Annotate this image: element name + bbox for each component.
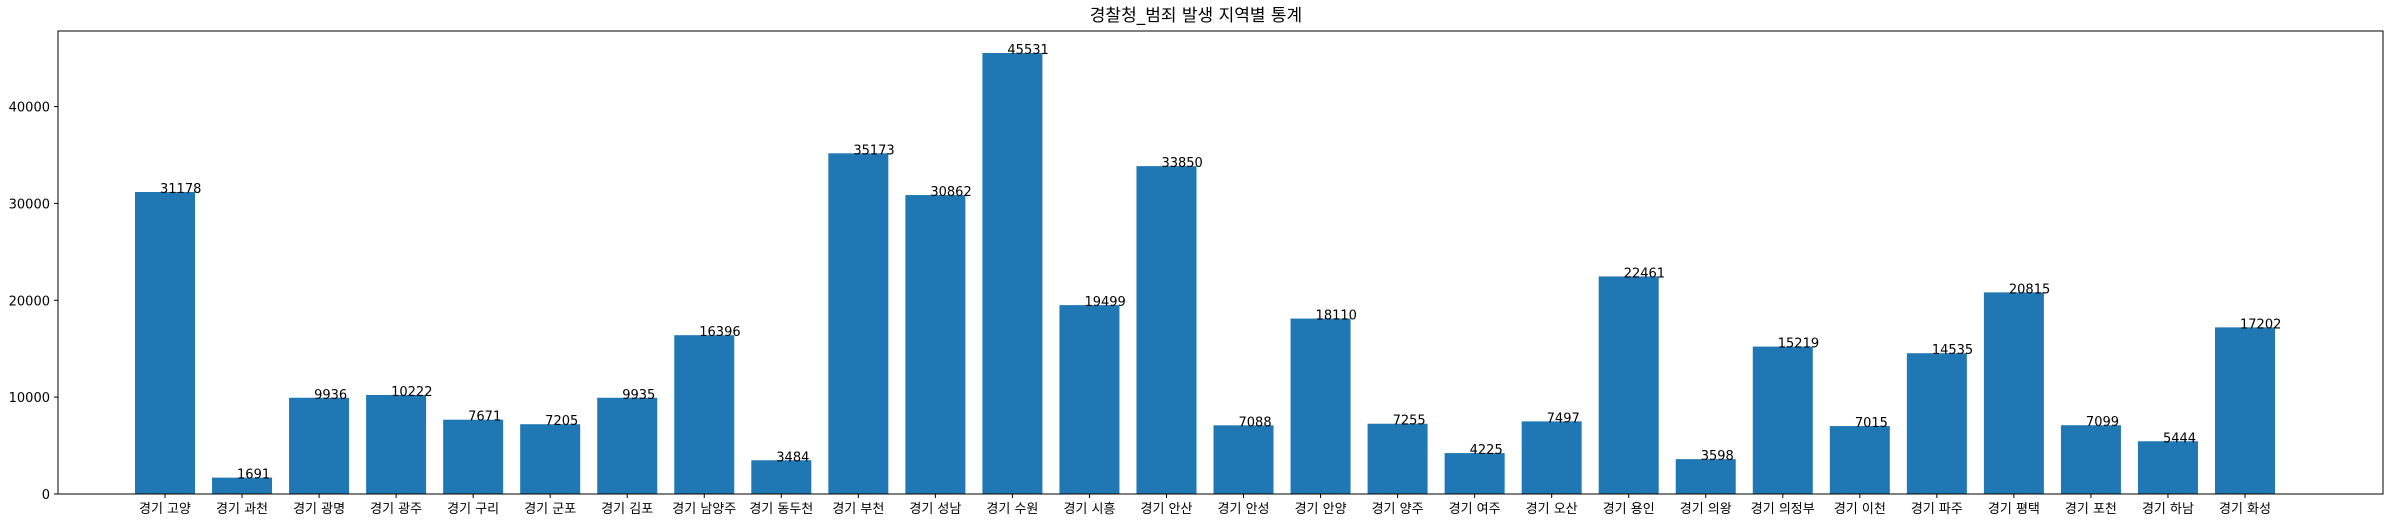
bar	[905, 195, 966, 494]
bar-value-label: 7497	[1547, 411, 1580, 426]
bar	[289, 397, 350, 494]
x-tick-label: 경기 남양주	[672, 502, 736, 517]
bar-value-label: 7015	[1855, 416, 1888, 431]
bar	[2137, 441, 2198, 494]
bar	[2060, 425, 2121, 494]
bar	[1136, 166, 1197, 495]
bar-value-label: 33850	[1161, 156, 1202, 171]
x-tick-label: 경기 파주	[1911, 502, 1963, 517]
x-axis: 경기 고양 경기 과천 경기 광명 경기 광주 경기 구리 경기 군포 경기 김포 경기 남양…	[139, 494, 2271, 517]
x-tick-label: 경기 안성	[1218, 502, 1270, 517]
x-tick-label: 경기 구리	[447, 502, 499, 517]
x-tick-label: 경기 수원	[986, 502, 1038, 517]
bar-value-label: 3598	[1701, 449, 1734, 464]
bar	[1829, 426, 1890, 494]
x-tick-label: 경기 동두천	[749, 502, 813, 517]
bar	[520, 424, 581, 494]
bar	[674, 335, 735, 494]
y-axis: 0 10000 20000 30000 40000	[9, 101, 58, 503]
bar-value-label: 17202	[2240, 317, 2281, 332]
x-tick-label: 경기 광주	[370, 502, 422, 517]
bar-value-label: 30862	[930, 185, 971, 200]
bar-value-label: 1691	[237, 468, 270, 483]
plot-frame	[57, 30, 2384, 495]
x-tick-label: 경기 여주	[1449, 502, 1501, 517]
bar	[1983, 292, 2044, 494]
bar-value-label: 15219	[1778, 337, 1819, 352]
bar-value-label: 9935	[622, 388, 655, 403]
chart-title: 경찰청_범죄 발생 지역별 통계	[1090, 6, 1302, 26]
y-tick-label: 0	[42, 488, 50, 503]
bar-value-label: 16396	[699, 325, 740, 340]
bar	[1290, 318, 1351, 494]
x-tick-label: 경기 안양	[1295, 502, 1347, 517]
x-tick-label: 경기 시흥	[1063, 502, 1115, 517]
bar-value-label: 31178	[160, 182, 201, 197]
bar-value-label: 10222	[391, 385, 432, 400]
y-tick-label: 10000	[9, 391, 50, 406]
x-tick-label: 경기 의왕	[1680, 502, 1732, 517]
data-labels: 31178 1691 9936 10222 7671 7205 9935 16396 3484 3…	[160, 43, 2281, 483]
x-tick-label: 경기 광명	[293, 502, 345, 517]
bar-value-label: 5444	[2163, 431, 2196, 446]
bar	[982, 52, 1043, 495]
bar-value-label: 7205	[545, 414, 578, 429]
y-tick-label: 40000	[9, 101, 50, 116]
bar-value-label: 3484	[776, 450, 809, 465]
bar	[1521, 421, 1582, 494]
bar-value-label: 4225	[1470, 443, 1503, 458]
bar	[366, 394, 427, 494]
bar-value-label: 7088	[1239, 415, 1272, 430]
x-tick-label: 경기 오산	[1526, 502, 1578, 517]
bar-value-label: 35173	[853, 143, 894, 158]
bar-value-label: 9936	[314, 388, 347, 403]
bar	[828, 153, 889, 494]
bar	[212, 477, 273, 494]
bar-value-label: 18110	[1316, 309, 1357, 324]
bar-value-label: 22461	[1624, 266, 1665, 281]
bar	[751, 460, 812, 494]
x-tick-label: 경기 김포	[601, 502, 653, 517]
x-tick-label: 경기 화성	[2219, 502, 2271, 517]
x-tick-label: 경기 성남	[909, 502, 961, 517]
x-tick-label: 경기 군포	[524, 502, 576, 517]
bar	[1598, 276, 1659, 494]
x-tick-label: 경기 안산	[1140, 502, 1192, 517]
bar	[1752, 346, 1813, 494]
x-tick-label: 경기 의정부	[1751, 502, 1815, 517]
x-tick-label: 경기 포천	[2065, 502, 2117, 517]
bar	[2215, 327, 2275, 494]
bar-value-label: 7255	[1393, 414, 1426, 429]
x-tick-label: 경기 과천	[216, 502, 268, 517]
bar	[1444, 453, 1505, 494]
bar	[1367, 423, 1428, 494]
bar	[135, 192, 195, 494]
bar-value-label: 7099	[2086, 415, 2119, 430]
x-tick-label: 경기 용인	[1603, 502, 1655, 517]
x-tick-label: 경기 하남	[2142, 502, 2194, 517]
bar	[1675, 459, 1736, 494]
bar-value-label: 7671	[468, 410, 501, 425]
bar	[443, 419, 504, 494]
bar-value-label: 20815	[2009, 282, 2050, 297]
bars-group	[135, 52, 2275, 495]
bar	[1213, 425, 1274, 494]
x-tick-label: 경기 부천	[832, 502, 884, 517]
y-tick-label: 20000	[9, 294, 50, 309]
bar	[1906, 353, 1967, 494]
bar-value-label: 14535	[1932, 343, 1973, 358]
bar-value-label: 45531	[1007, 43, 1048, 58]
x-tick-label: 경기 평택	[1988, 502, 2040, 517]
bar	[597, 397, 658, 494]
x-tick-label: 경기 이천	[1834, 502, 1886, 517]
x-tick-label: 경기 양주	[1372, 502, 1424, 517]
bar	[1059, 305, 1120, 494]
y-tick-label: 30000	[9, 197, 50, 212]
x-tick-label: 경기 고양	[139, 502, 191, 517]
bar-value-label: 19499	[1084, 295, 1125, 310]
